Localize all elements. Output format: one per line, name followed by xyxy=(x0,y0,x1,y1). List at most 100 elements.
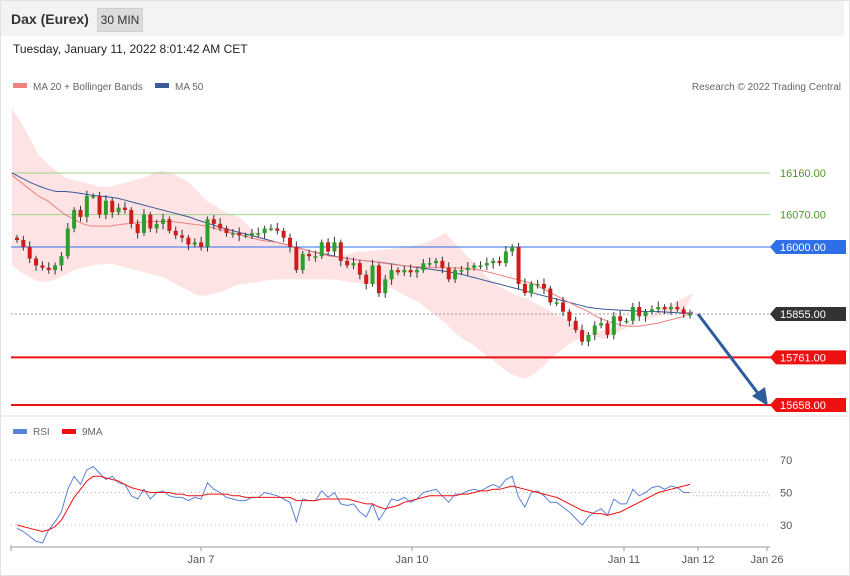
support-1-label: 15761.00 xyxy=(780,352,826,364)
candle-body xyxy=(141,214,146,234)
candle-body xyxy=(459,270,464,272)
candle-body xyxy=(548,288,553,303)
candle-body xyxy=(313,256,318,258)
candle xyxy=(300,251,305,274)
candle xyxy=(637,301,642,321)
candle xyxy=(116,203,121,216)
candle xyxy=(307,249,312,261)
candle xyxy=(389,264,394,285)
rsi-legend-label: RSI xyxy=(33,427,50,438)
candle xyxy=(510,244,515,257)
candle-body xyxy=(319,242,324,257)
candle-body xyxy=(332,242,337,252)
candle-body xyxy=(275,228,280,231)
candle-body xyxy=(472,265,477,268)
candle xyxy=(491,258,496,269)
candle xyxy=(662,304,667,314)
candle-body xyxy=(192,242,197,245)
candle xyxy=(592,321,597,341)
rsi-ma-line xyxy=(16,475,691,533)
candle xyxy=(345,256,350,269)
candle-body xyxy=(357,263,362,275)
candle-body xyxy=(268,228,273,230)
candle xyxy=(135,219,140,239)
candle-body xyxy=(27,246,32,259)
candle xyxy=(326,238,331,256)
candle-body xyxy=(91,196,96,198)
rsi-ma-legend-swatch xyxy=(62,429,76,434)
candle xyxy=(91,193,96,199)
candle-body xyxy=(440,260,445,268)
candle xyxy=(408,264,413,277)
candle xyxy=(72,207,77,233)
candle xyxy=(192,238,197,248)
candle xyxy=(611,312,616,340)
candle-body xyxy=(186,237,191,245)
candle-body xyxy=(453,270,458,280)
candle-body xyxy=(662,307,667,310)
candle-body xyxy=(211,219,216,224)
ma50-legend-label: MA 50 xyxy=(175,82,204,93)
candle xyxy=(65,222,70,259)
candle-body xyxy=(376,265,381,294)
candle-body xyxy=(21,240,26,247)
candle xyxy=(319,239,324,259)
rsi-tick-30: 30 xyxy=(780,520,792,532)
candle xyxy=(402,265,407,277)
candle-body xyxy=(618,316,623,321)
candle xyxy=(78,205,83,222)
chart-header: Dax (Eurex) 30 MIN xyxy=(1,1,844,36)
candle-body xyxy=(586,334,591,342)
candle-body xyxy=(199,242,204,247)
candle-body xyxy=(351,263,356,266)
candle xyxy=(294,241,299,273)
candle-body xyxy=(97,196,102,215)
candle xyxy=(288,233,293,253)
price-pane: 16160.00 16070.00 16000.00 15855.00 15761.00… xyxy=(11,108,846,412)
candle-body xyxy=(383,279,388,294)
support-2-tag xyxy=(770,398,846,412)
candle-body xyxy=(72,209,77,229)
candle-body xyxy=(65,228,70,257)
candle xyxy=(364,270,369,290)
candle-body xyxy=(288,237,293,247)
candle xyxy=(205,216,210,252)
candle xyxy=(199,236,204,251)
candle xyxy=(580,324,585,346)
candle-body xyxy=(395,270,400,273)
candle xyxy=(332,236,337,257)
candle-body xyxy=(567,311,572,321)
bollinger-band xyxy=(12,108,693,379)
candle xyxy=(376,262,381,297)
candle xyxy=(129,207,134,229)
candle-body xyxy=(434,260,439,264)
candle-body xyxy=(173,230,178,236)
candle xyxy=(256,227,261,238)
candle xyxy=(478,261,483,270)
timestamp: Tuesday, January 11, 2022 8:01:42 AM CET xyxy=(13,42,248,56)
forecast-arrow xyxy=(696,313,762,397)
candle-body xyxy=(40,265,45,268)
candle xyxy=(180,229,185,243)
candle xyxy=(148,211,153,233)
candle-body xyxy=(46,267,51,271)
timeframe-button[interactable]: 30 MIN xyxy=(97,8,143,32)
candle-body xyxy=(161,219,166,224)
last-tag xyxy=(770,306,846,321)
candle xyxy=(103,195,108,220)
candle-body xyxy=(116,207,121,213)
candle xyxy=(605,320,610,339)
candle-body xyxy=(262,228,267,234)
candle xyxy=(567,308,572,327)
candle xyxy=(459,265,464,275)
candle-body xyxy=(281,230,286,238)
candle xyxy=(688,309,692,319)
candle xyxy=(503,246,508,267)
candle-body xyxy=(103,200,108,215)
candle-body xyxy=(427,263,432,265)
candle xyxy=(357,260,362,280)
candle xyxy=(275,222,280,235)
candle xyxy=(548,285,553,306)
candle xyxy=(516,242,521,290)
candle xyxy=(173,226,178,240)
